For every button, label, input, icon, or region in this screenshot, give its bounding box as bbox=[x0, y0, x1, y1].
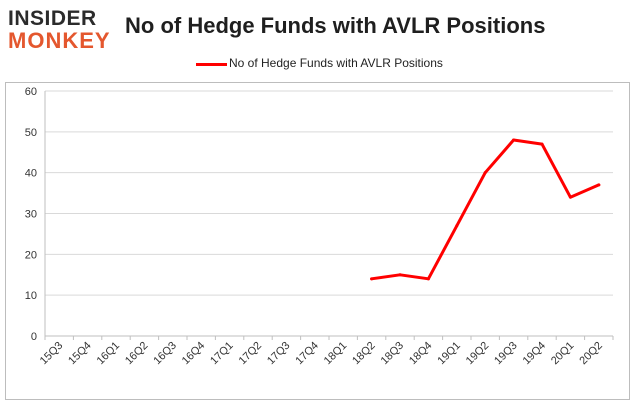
x-tick-label: 19Q2 bbox=[464, 340, 492, 368]
x-tick-label: 18Q3 bbox=[379, 340, 407, 368]
y-tick-label: 0 bbox=[31, 331, 37, 343]
y-tick-label: 30 bbox=[25, 209, 37, 221]
x-tick-label: 15Q4 bbox=[66, 340, 94, 368]
legend-label: No of Hedge Funds with AVLR Positions bbox=[229, 56, 443, 70]
x-tick-label: 19Q3 bbox=[492, 340, 520, 368]
x-tick-label: 18Q1 bbox=[322, 340, 350, 368]
x-tick-label: 17Q1 bbox=[208, 340, 236, 368]
x-tick-label: 19Q1 bbox=[435, 340, 463, 368]
y-tick-label: 20 bbox=[25, 249, 37, 261]
y-tick-label: 10 bbox=[25, 290, 37, 302]
y-tick-label: 40 bbox=[25, 168, 37, 180]
x-tick-label: 18Q4 bbox=[407, 340, 435, 368]
data-point bbox=[540, 142, 544, 146]
data-point bbox=[370, 277, 374, 281]
x-tick-label: 17Q2 bbox=[237, 340, 265, 368]
data-point bbox=[597, 183, 601, 187]
logo-line-insider: INSIDER bbox=[8, 7, 97, 30]
data-point bbox=[398, 273, 402, 277]
chart-title: No of Hedge Funds with AVLR Positions bbox=[125, 13, 546, 38]
x-tick-label: 19Q4 bbox=[521, 340, 549, 368]
y-tick-label: 50 bbox=[25, 127, 37, 139]
series-line bbox=[370, 138, 601, 281]
data-point bbox=[512, 138, 516, 142]
x-tick-label: 18Q2 bbox=[350, 340, 378, 368]
x-tick-label: 20Q2 bbox=[577, 340, 605, 368]
data-point bbox=[455, 224, 459, 228]
x-tick-label: 16Q4 bbox=[180, 340, 208, 368]
data-point bbox=[568, 195, 572, 199]
legend-swatch bbox=[196, 63, 227, 66]
chart-frame bbox=[5, 82, 630, 400]
data-point bbox=[483, 171, 487, 175]
x-tick-label: 16Q1 bbox=[95, 340, 123, 368]
x-tick-label: 17Q3 bbox=[265, 340, 293, 368]
data-point bbox=[426, 277, 430, 281]
x-tick-label: 20Q1 bbox=[549, 340, 577, 368]
insider-monkey-logo: INSIDER MONKEY bbox=[8, 6, 114, 52]
x-tick-label: 16Q2 bbox=[123, 340, 151, 368]
x-tick-label: 17Q4 bbox=[293, 340, 321, 368]
x-tick-label: 15Q3 bbox=[38, 340, 66, 368]
logo-line-monkey: MONKEY bbox=[8, 28, 111, 53]
x-tick-label: 16Q3 bbox=[151, 340, 179, 368]
y-tick-label: 60 bbox=[25, 86, 37, 98]
